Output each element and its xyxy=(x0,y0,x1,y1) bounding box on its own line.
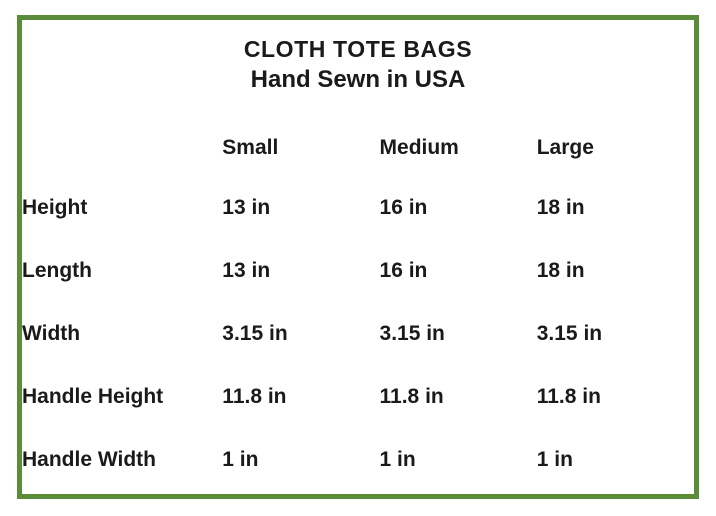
title-block: CLOTH TOTE BAGS Hand Sewn in USA xyxy=(22,36,694,93)
cell-handle-width-medium: 1 in xyxy=(379,447,416,471)
cell-handle-width-large: 1 in xyxy=(536,447,573,471)
row-label-header xyxy=(22,120,222,176)
cell-handle-height-medium: 11.8 in xyxy=(379,384,444,408)
table-header-row: Small Medium Large xyxy=(22,120,694,176)
cell-height-medium: 16 in xyxy=(379,195,428,219)
spec-card: CLOTH TOTE BAGS Hand Sewn in USA Small M… xyxy=(17,15,699,499)
page-title: CLOTH TOTE BAGS xyxy=(243,36,473,62)
cell-handle-height-large: 11.8 in xyxy=(536,384,601,408)
cell-handle-height-small: 11.8 in xyxy=(222,384,287,408)
cell-height-large: 18 in xyxy=(536,195,585,219)
cell-length-small: 13 in xyxy=(222,258,271,282)
table-row: Height 13 in 16 in 18 in xyxy=(22,176,694,239)
row-label-length: Length xyxy=(22,258,92,282)
table-row: Handle Height 11.8 in 11.8 in 11.8 in xyxy=(22,365,694,428)
column-header-small: Small xyxy=(222,136,279,159)
spec-card-inner: CLOTH TOTE BAGS Hand Sewn in USA Small M… xyxy=(22,20,694,494)
row-label-handle-width: Handle Width xyxy=(22,447,156,471)
cell-length-large: 18 in xyxy=(536,258,585,282)
row-label-height: Height xyxy=(22,195,88,219)
page-subtitle: Hand Sewn in USA xyxy=(250,65,466,93)
table-row: Length 13 in 16 in 18 in xyxy=(22,239,694,302)
cell-width-medium: 3.15 in xyxy=(379,321,445,345)
cell-length-medium: 16 in xyxy=(379,258,428,282)
cell-width-small: 3.15 in xyxy=(222,321,288,345)
table-row: Width 3.15 in 3.15 in 3.15 in xyxy=(22,302,694,365)
column-header-large: Large xyxy=(536,136,594,159)
row-label-width: Width xyxy=(22,321,81,345)
cell-height-small: 13 in xyxy=(222,195,271,219)
column-header-medium: Medium xyxy=(379,136,459,159)
table-row: Handle Width 1 in 1 in 1 in xyxy=(22,428,694,491)
row-label-handle-height: Handle Height xyxy=(22,384,164,408)
cell-handle-width-small: 1 in xyxy=(222,447,259,471)
cell-width-large: 3.15 in xyxy=(536,321,603,345)
specifications-table: Small Medium Large Height 13 in 16 in 18… xyxy=(22,120,694,491)
